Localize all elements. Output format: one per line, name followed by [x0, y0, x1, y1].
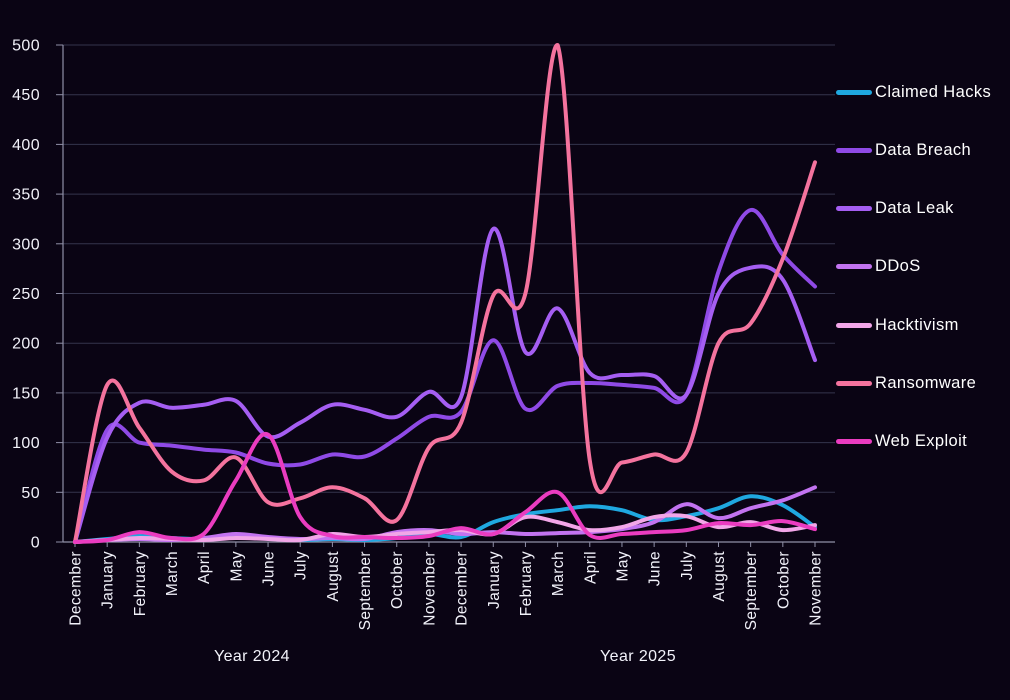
legend-swatch-data-breach	[836, 147, 872, 153]
chart-legend: Claimed Hacks Data Breach Data Leak DDoS Hac…	[836, 0, 1010, 700]
x-axis-month-label: March	[550, 551, 567, 596]
legend-item-web-exploit[interactable]: Web Exploit	[836, 429, 967, 454]
x-axis-month-label: February	[132, 551, 149, 616]
legend-swatch-hacktivism	[836, 322, 872, 328]
x-axis-month-label: November	[808, 551, 825, 626]
x-axis-month-label: April	[582, 551, 599, 584]
x-axis-month-label: October	[389, 551, 406, 609]
legend-swatch-ddos	[836, 264, 872, 270]
x-axis-month-label: January	[100, 551, 117, 609]
legend-label: Claimed Hacks	[875, 82, 992, 101]
y-axis-tick-label: 50	[21, 485, 40, 502]
y-axis-tick-label: 250	[12, 286, 40, 303]
x-axis-month-label: November	[421, 551, 438, 626]
y-axis-tick-label: 500	[12, 38, 40, 55]
y-axis-tick-label: 100	[12, 435, 40, 452]
x-axis-month-label: October	[775, 551, 792, 609]
x-axis-month-label: December	[68, 551, 85, 626]
x-axis-month-label: July	[679, 551, 696, 580]
x-axis-month-label: May	[614, 551, 631, 581]
y-axis-tick-label: 350	[12, 187, 40, 204]
year-label: Year 2024	[214, 648, 290, 665]
year-label: Year 2025	[600, 648, 676, 665]
legend-item-ddos[interactable]: DDoS	[836, 254, 921, 279]
series-line-ransomware	[73, 42, 817, 544]
series-line-web-exploit	[73, 432, 817, 544]
legend-label: Data Breach	[875, 140, 972, 159]
legend-item-hacktivism[interactable]: Hacktivism	[836, 313, 959, 338]
y-axis-tick-label: 450	[12, 87, 40, 104]
legend-label: Web Exploit	[875, 432, 968, 451]
legend-swatch-data-leak	[836, 206, 872, 212]
x-axis-month-label: July	[293, 551, 310, 580]
x-axis-month-label: August	[325, 551, 342, 602]
legend-swatch-ransomware	[836, 381, 872, 386]
x-axis-month-label: June	[261, 551, 278, 586]
series-line-data-leak	[73, 226, 817, 544]
y-axis-tick-label: 200	[12, 336, 40, 353]
x-axis-month-label: January	[486, 551, 503, 609]
legend-label: Ransomware	[875, 374, 977, 392]
legend-item-data-breach[interactable]: Data Breach	[836, 138, 971, 163]
x-axis-month-label: September	[357, 551, 374, 630]
y-axis-tick-label: 400	[12, 137, 40, 154]
legend-item-data-leak[interactable]: Data Leak	[836, 196, 954, 221]
legend-label: DDoS	[875, 257, 921, 276]
legend-item-ransomware[interactable]: Ransomware	[836, 371, 976, 396]
x-axis-month-label: April	[196, 551, 213, 584]
y-axis-tick-label: 150	[12, 385, 40, 402]
series-line-claimed-hacks	[73, 494, 817, 544]
x-axis-month-label: May	[228, 551, 245, 581]
legend-item-claimed-hacks[interactable]: Claimed Hacks	[836, 80, 991, 105]
x-axis-month-label: March	[164, 551, 181, 596]
legend-swatch-claimed-hacks	[836, 89, 872, 95]
series-line-ddos	[73, 485, 817, 544]
legend-label: Data Leak	[875, 199, 954, 218]
x-axis-month-label: August	[711, 551, 728, 602]
y-axis-tick-label: 0	[31, 535, 40, 552]
x-axis-month-label: December	[454, 551, 471, 626]
legend-swatch-web-exploit	[836, 439, 872, 445]
x-axis-month-label: June	[647, 551, 664, 586]
x-axis-month-label: September	[743, 551, 760, 630]
legend-label: Hacktivism	[875, 315, 959, 334]
x-axis-month-label: February	[518, 551, 535, 616]
y-axis-tick-label: 300	[12, 236, 40, 253]
